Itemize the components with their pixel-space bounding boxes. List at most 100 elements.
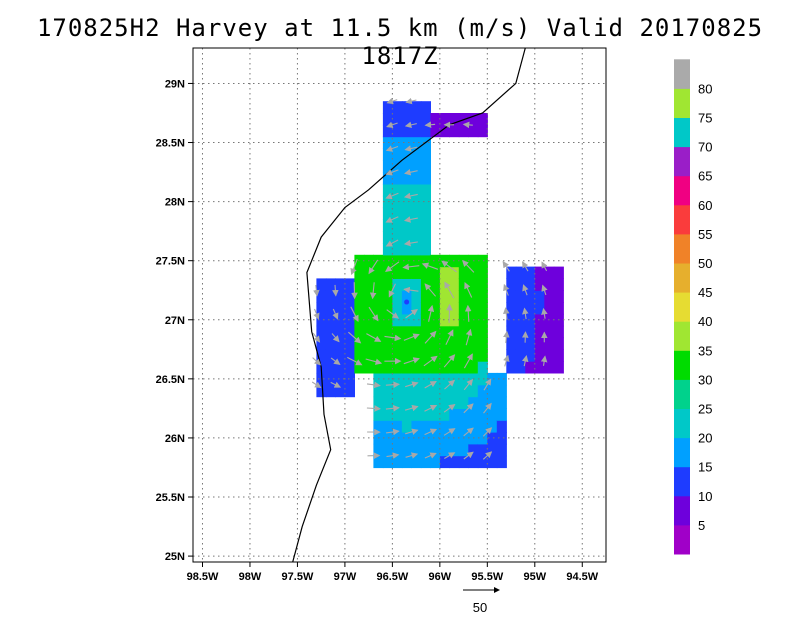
wind-speed-cell [553,266,564,279]
wind-speed-cell [401,432,412,445]
wind-speed-cell [363,278,374,291]
wind-vector [444,281,455,299]
colorbar: 5 10 15 20 25 30 35 40 45 50 55 60 65 70 75 80 [674,59,712,555]
wind-vector [366,333,382,342]
colorbar-segment [674,204,690,235]
wind-speed-cell [477,361,488,374]
wind-vector [331,333,340,343]
wind-speed-cell [506,349,517,362]
wind-speed-cell [344,361,355,374]
wind-speed-cell [515,313,526,327]
wind-speed-cell [382,148,393,161]
wind-speed-cell [439,124,450,138]
wind-speed-cell [544,361,555,374]
wind-speed-cell [335,372,346,386]
colorbar-segment [674,321,690,351]
wind-speed-cell [392,302,403,315]
wind-speed-cell [382,349,393,362]
wind-speed-cell [411,172,422,185]
wind-speed-cell [392,101,403,114]
wind-speed-cell [477,313,488,327]
wind-speed-cell [449,113,460,126]
wind-speed-cell [335,325,346,339]
wind-speed-cell [316,325,327,339]
wind-speed-cell [449,302,460,315]
wind-speed-cell [392,254,403,268]
wind-vector [462,121,473,129]
wind-speed-cell [496,455,507,469]
wind-speed-cell [544,278,555,291]
wind-speed-cell [525,302,536,315]
colorbar-segment [674,117,690,148]
wind-speed-cell [487,408,498,421]
wind-speed-cell [392,207,403,220]
wind-speed-cell [525,337,536,350]
wind-vector [503,283,510,296]
wind-speed-cell [411,254,422,268]
wind-speed-cell [401,113,412,126]
wind-speed-cell [420,124,431,138]
wind-speed-cell [382,124,393,138]
wind-speed-cell [411,183,422,197]
wind-speed-cell [449,325,460,339]
wind-speed-cell [420,313,431,327]
wind-speed-cell [477,124,488,138]
wind-speed-cell [382,337,393,350]
lat-lon-grid [193,48,606,562]
wind-speed-cell [325,325,336,339]
wind-speed-cell [335,290,346,303]
wind-speed-cell [411,313,422,327]
wind-speed-cell [477,325,488,339]
wind-speed-cell [411,432,422,445]
wind-speed-cell [392,325,403,339]
wind-speed-cell [458,124,469,138]
wind-speed-cell [420,113,431,126]
wind-speed-cell [458,396,469,409]
wind-speed-cell [487,420,498,433]
wind-vector [347,356,363,366]
wind-speed-cell [420,160,431,173]
wind-speed-cell [420,219,431,232]
wind-vector [330,357,341,365]
wind-speed-cell [392,136,403,149]
wind-speed-cell [534,278,545,291]
wind-speed-cell [382,266,393,279]
wind-speed-cell [401,160,412,173]
wind-speed-cell [401,384,412,398]
wind-speed-cell [401,124,412,138]
wind-speed-cell [439,384,450,398]
wind-speed-cell [382,443,393,457]
y-tick-label: 25N [165,551,185,563]
wind-vector [463,353,473,369]
wind-speed-cell [477,372,488,386]
wind-speed-cell [392,124,403,138]
wind-vector [385,381,400,388]
wind-speed-cell [420,290,431,303]
wind-speed-cell [496,408,507,421]
wind-speed-cell [354,302,365,315]
wind-vector [443,428,456,436]
wind-speed-cell [392,384,403,398]
wind-speed-cell [335,349,346,362]
wind-speed-cell [392,420,403,433]
wind-speed-cell [506,325,517,339]
wind-speed-cell [458,455,469,469]
wind-speed-cell [439,266,450,279]
wind-speed-cell [449,124,460,138]
wind-speed-cell [449,278,460,291]
colorbar-label: 10 [698,489,712,504]
wind-speed-cell [430,420,441,433]
colorbar-segment [674,292,690,322]
wind-speed-cell [458,278,469,291]
wind-speed-cell [373,349,384,362]
wind-speed-cell [506,278,517,291]
wind-speed-cell [401,455,412,469]
wind-speed-cell [401,254,412,268]
wind-speed-cell [382,325,393,339]
wind-speed-cell [392,278,403,291]
wind-speed-cell [335,302,346,315]
chart-title: 170825H2 Harvey at 11.5 km (m/s) Valid 2… [36,14,764,70]
vector-scale-label: 50 [473,600,487,615]
wind-speed-cell [363,325,374,339]
wind-speed-cell [430,349,441,362]
